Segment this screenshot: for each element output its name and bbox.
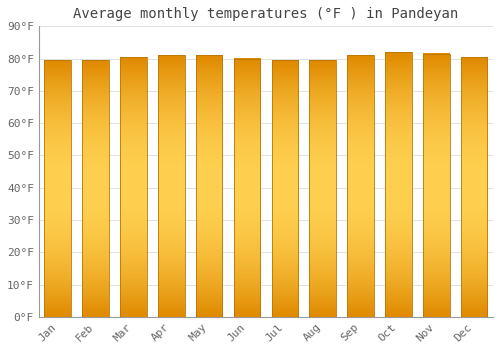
Bar [158, 55, 184, 317]
Bar [423, 54, 450, 317]
Bar [461, 57, 487, 317]
Bar [310, 60, 336, 317]
Bar [196, 55, 222, 317]
Bar [348, 55, 374, 317]
Bar [120, 57, 146, 317]
Bar [44, 60, 71, 317]
Bar [234, 58, 260, 317]
Bar [385, 52, 411, 317]
Bar [272, 60, 298, 317]
Bar [82, 60, 109, 317]
Title: Average monthly temperatures (°F ) in Pandeyan: Average monthly temperatures (°F ) in Pa… [74, 7, 458, 21]
